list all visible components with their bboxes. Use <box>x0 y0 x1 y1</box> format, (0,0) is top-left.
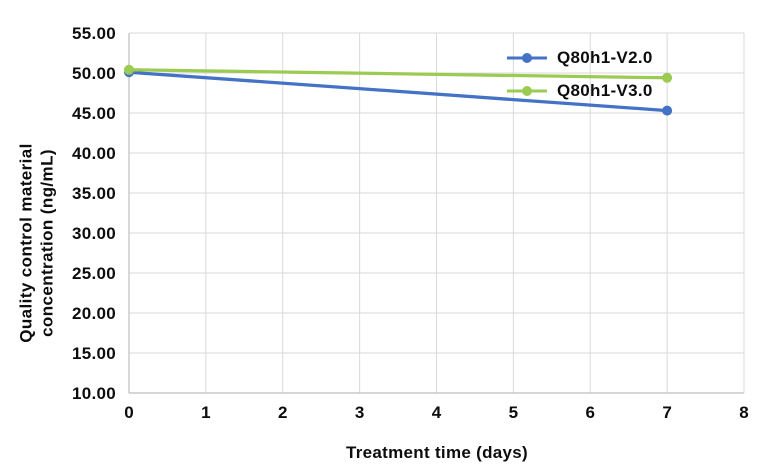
legend-label: Q80h1-V3.0 <box>557 80 653 100</box>
y-tick-label: 30.00 <box>72 224 116 243</box>
x-tick-label: 4 <box>432 403 442 422</box>
data-point-marker-1 <box>662 72 673 83</box>
legend-line-marker-icon <box>507 52 547 63</box>
y-tick-label: 50.00 <box>72 64 116 83</box>
data-point-marker-1 <box>124 64 134 75</box>
y-axis-title-line2: concentration (ng/mL) <box>37 149 56 337</box>
x-tick-label: 2 <box>278 403 287 422</box>
data-point-marker-0 <box>662 105 673 116</box>
y-tick-label: 40.00 <box>72 144 116 163</box>
y-tick-label: 45.00 <box>72 104 116 123</box>
y-tick-label: 20.00 <box>72 304 116 323</box>
legend-item-series-1: Q80h1-V3.0 <box>506 79 653 102</box>
legend: Q80h1-V2.0 Q80h1-V3.0 <box>506 46 653 102</box>
x-tick-label: 0 <box>124 403 133 422</box>
series-line-1 <box>127 68 669 80</box>
y-tick-label: 25.00 <box>72 264 116 283</box>
x-tick-label: 1 <box>201 403 210 422</box>
x-axis-title: Treatment time (days) <box>345 443 529 462</box>
y-tick-label: 10.00 <box>72 384 116 403</box>
y-axis-title: Quality control material concentration (… <box>16 143 57 342</box>
x-tick-label: 8 <box>739 403 748 422</box>
legend-item-series-0: Q80h1-V2.0 <box>506 46 653 69</box>
x-tick-label: 6 <box>586 403 595 422</box>
y-tick-label: 35.00 <box>72 184 116 203</box>
y-tick-label: 15.00 <box>72 344 116 363</box>
x-tick-label: 7 <box>662 403 671 422</box>
x-tick-label: 5 <box>509 403 518 422</box>
y-axis-title-line1: Quality control material <box>16 143 36 343</box>
y-tick-label: 55.00 <box>72 24 116 43</box>
legend-line-marker-icon <box>507 85 547 96</box>
legend-label: Q80h1-V2.0 <box>557 47 653 67</box>
x-tick-label: 3 <box>355 403 364 422</box>
series-line-0 <box>127 70 669 113</box>
